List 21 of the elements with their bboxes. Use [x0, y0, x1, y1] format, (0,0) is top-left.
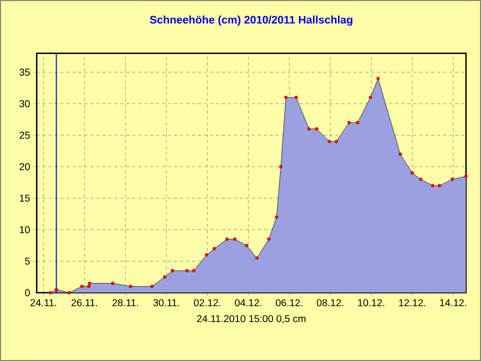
x-tick-label: 12.12.: [399, 299, 426, 306]
x-tick-label: 14.12.: [440, 299, 466, 306]
x-tick-label: 30.11.: [153, 299, 179, 306]
y-tick-label: 20: [20, 163, 30, 170]
x-tick-label: 26.11.: [72, 299, 98, 306]
x-tick-label: 24.11.: [30, 299, 56, 306]
x-tick-label: 28.11.: [112, 299, 138, 306]
y-tick-label: 15: [20, 194, 30, 202]
x-tick-label: 02.12.: [194, 299, 220, 306]
y-tick-label: 35: [19, 68, 30, 76]
x-tick-label: 06.12.: [276, 299, 302, 306]
y-tick-label: 25: [20, 132, 30, 139]
x-axis-title: 24.11.2010 15:00 0,5 cm: [197, 315, 306, 324]
y-tick-label: 5: [25, 258, 30, 265]
y-tick-label: 30: [19, 100, 30, 108]
chart-title: Schneehöhe (cm) 2010/2011 Hallschlag: [150, 16, 352, 26]
x-tick-label: 10.12.: [358, 299, 384, 306]
y-tick-label: 0: [25, 289, 30, 296]
x-tick-label: 08.12.: [316, 299, 344, 306]
x-tick-label: 04.12.: [234, 299, 262, 306]
y-tick-label: 10: [20, 226, 30, 234]
